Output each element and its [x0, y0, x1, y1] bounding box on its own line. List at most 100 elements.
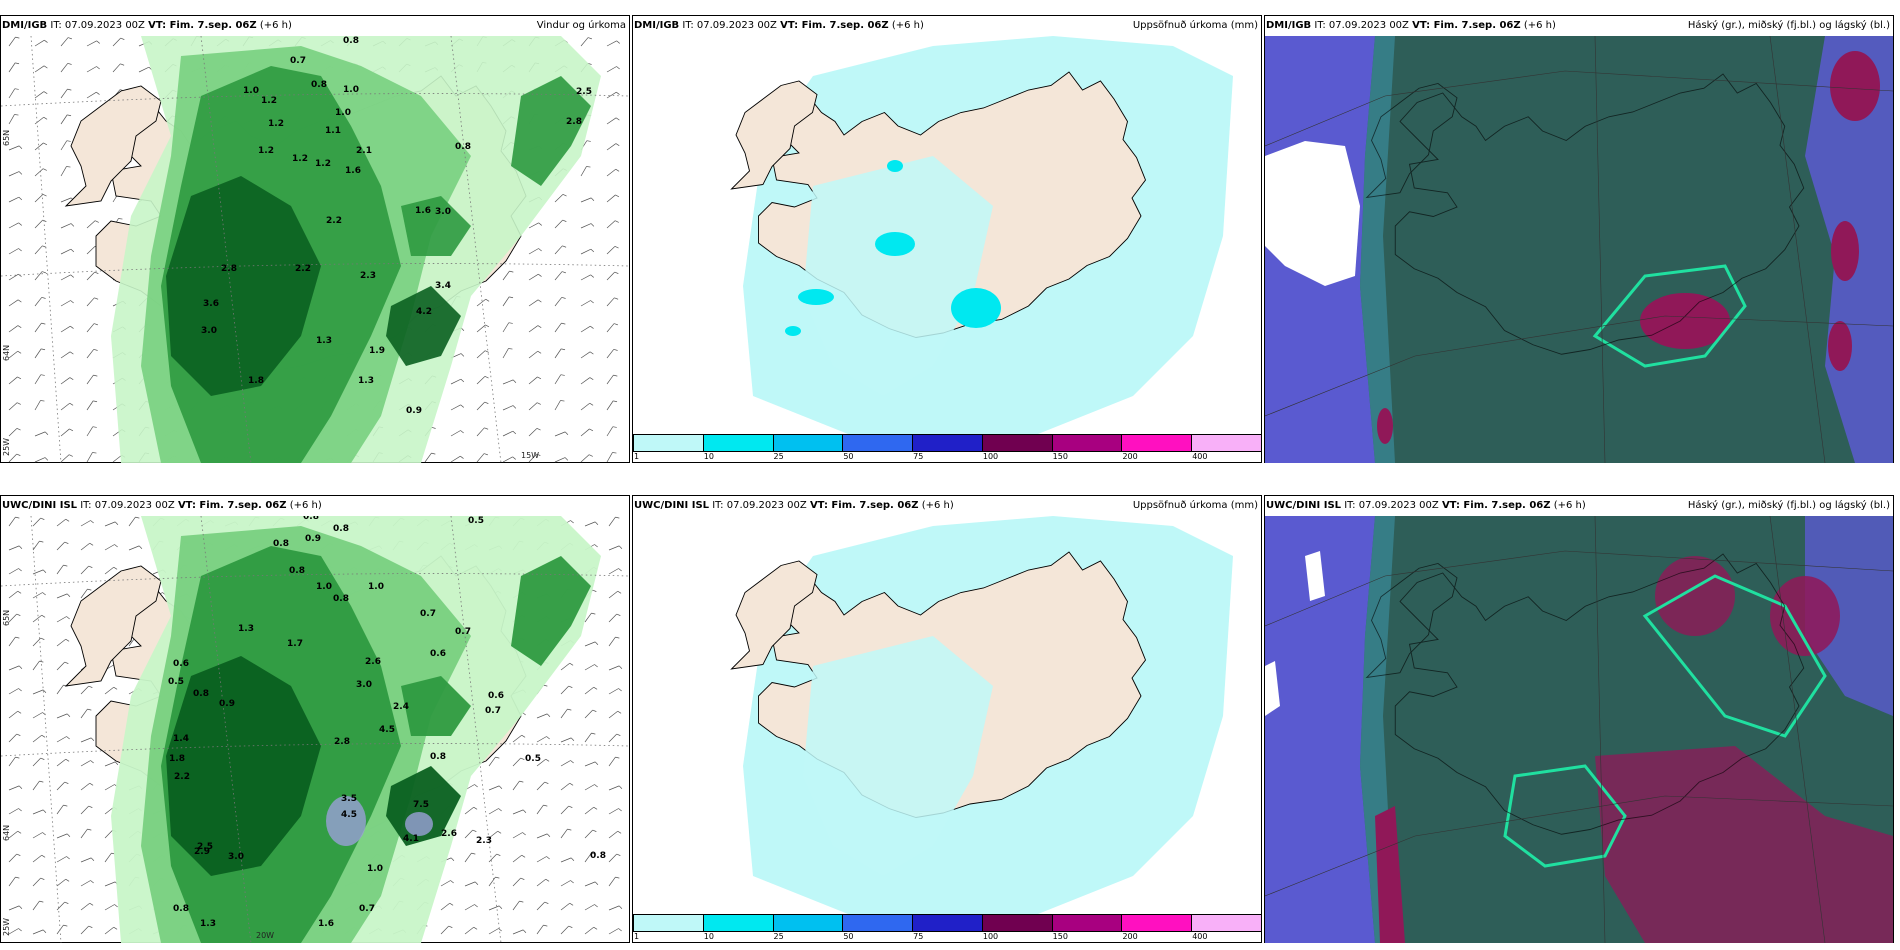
wind-barb — [104, 881, 116, 887]
valid-time: VT: Fim. 7.sep. 06Z — [809, 500, 919, 511]
accum-overlay — [803, 156, 993, 396]
wind-barb-flag — [568, 685, 573, 688]
init-time: IT: 07.09.2023 00Z — [682, 20, 777, 31]
wind-barb — [560, 760, 571, 767]
wind-barb — [560, 880, 571, 887]
wind-barb — [608, 756, 616, 767]
wind-barb — [60, 223, 72, 229]
wind-barb-flag — [512, 379, 517, 384]
value-label: 3.0 — [228, 852, 244, 862]
wind-barb-flag — [87, 588, 92, 591]
wind-barb — [8, 636, 16, 647]
colorbar-tick: 100 — [982, 452, 999, 461]
wind-barb-flag — [120, 63, 125, 66]
wind-barb-flag — [87, 708, 92, 711]
wind-barb — [56, 758, 66, 767]
valid-time: VT: Fim. 7.sep. 06Z — [1441, 500, 1551, 511]
colorbar-segment — [842, 434, 914, 452]
wind-barb-flag — [114, 544, 118, 548]
wind-barb — [440, 902, 450, 911]
wind-barb-flag — [543, 684, 548, 687]
value-label: 1.2 — [315, 159, 331, 169]
graticule — [1, 516, 629, 943]
wind-barb-flag — [474, 784, 478, 788]
wind-barb-flag — [615, 117, 620, 121]
wind-barb-flag — [41, 322, 46, 325]
high-cloud — [1377, 408, 1393, 444]
panel-header: DMI/IGB IT: 07.09.2023 00Z VT: Fim. 7.se… — [633, 16, 1261, 36]
wind-barb — [580, 325, 591, 333]
colorbar-tick: 10 — [703, 932, 714, 941]
graticule — [1265, 36, 1893, 463]
wind-barb-flag — [537, 350, 542, 354]
wind-barb-flag — [63, 564, 68, 567]
wind-barb — [502, 430, 514, 437]
wind-barb — [80, 520, 91, 527]
wind-barb — [554, 194, 564, 203]
value-label: 0.8 — [193, 689, 209, 699]
wind-barb-flag — [94, 297, 99, 300]
wind-barb — [32, 757, 41, 767]
wind-barb — [80, 828, 88, 839]
wind-barb-flag — [70, 325, 74, 329]
wind-barb — [560, 805, 569, 815]
wind-barb — [502, 456, 513, 463]
wind-barb — [60, 248, 72, 255]
wind-barb — [584, 612, 592, 623]
wind-barb — [528, 222, 539, 229]
wind-barb — [606, 246, 616, 255]
panel-title: Uppsöfnuð úrkoma (mm) — [1132, 20, 1258, 31]
wind-barb-flag — [569, 782, 574, 786]
wind-barb-flag — [18, 785, 23, 790]
lat-label-65: 65N — [2, 130, 11, 146]
wind-barb-flag — [561, 271, 566, 274]
coastline — [1394, 73, 1805, 355]
lat-line — [1265, 550, 1893, 627]
wind-barb — [606, 426, 614, 437]
wind-barb-flag — [96, 66, 100, 70]
value-label: 1.0 — [316, 582, 332, 592]
wind-barb — [476, 324, 486, 333]
high-cloud — [1828, 321, 1852, 371]
wind-barb-flag — [613, 400, 618, 403]
wind-barb — [440, 925, 449, 935]
mid-cloud-contour — [1503, 764, 1627, 868]
value-label: 0.8 — [311, 80, 327, 90]
wind-barb — [584, 732, 592, 743]
wind-barb-flag — [592, 589, 597, 592]
wind-barb-flag — [522, 929, 527, 934]
wind-barb-flag — [586, 166, 591, 168]
wind-barb-flag — [594, 881, 599, 886]
wind-barb — [56, 736, 67, 743]
wind-barb — [512, 832, 523, 839]
wind-barb-flag — [485, 324, 490, 328]
wind-barb-flag — [512, 430, 517, 435]
lat-line — [1265, 315, 1893, 417]
lon-line — [1769, 36, 1826, 463]
wind-barb — [8, 590, 18, 599]
wind-barb-flag — [570, 520, 574, 524]
wind-barb-flag — [43, 65, 48, 69]
value-label: 2.3 — [360, 271, 376, 281]
wind-barb-flag — [538, 248, 542, 252]
wind-barb — [80, 542, 90, 551]
map-area: 384131631.16416221298 — [633, 36, 1261, 436]
wind-barb-flag — [590, 248, 595, 253]
wind-barb — [528, 350, 538, 359]
wind-barb-flag — [42, 689, 47, 694]
wind-barb — [104, 686, 114, 695]
wind-barb — [104, 852, 112, 863]
value-label: 1.2 — [268, 119, 284, 129]
wind-barb — [60, 37, 69, 47]
wind-barb — [608, 905, 620, 911]
model-source: DMI/IGB — [1266, 20, 1312, 31]
wind-barb-flag — [617, 830, 622, 834]
wind-barb-flag — [495, 756, 500, 759]
wind-barb-flag — [618, 905, 623, 910]
wind-barb — [580, 377, 591, 385]
wind-barb — [554, 431, 566, 437]
wind-barb-flag — [561, 348, 566, 351]
wind-barb-flag — [594, 641, 599, 646]
wind-barb — [80, 737, 92, 743]
lat-line — [1265, 70, 1893, 147]
